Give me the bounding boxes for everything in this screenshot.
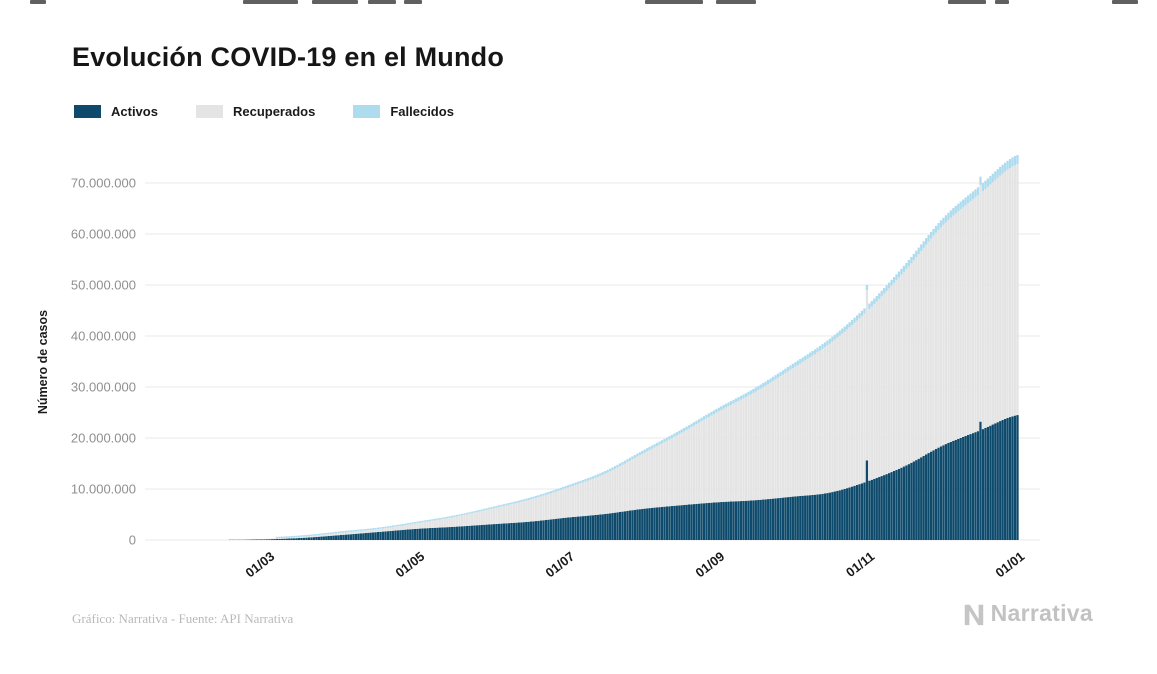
legend-label: Activos (111, 104, 158, 119)
top-crop-artifact (645, 0, 703, 4)
page-title: Evolución COVID-19 en el Mundo (72, 42, 505, 72)
svg-text:70.000.000: 70.000.000 (71, 176, 136, 191)
svg-text:01/09: 01/09 (692, 549, 727, 581)
source-caption: Gráfico: Narrativa - Fuente: API Narrati… (72, 611, 294, 626)
top-crop-artifact (1112, 0, 1138, 4)
svg-text:50.000.000: 50.000.000 (71, 278, 136, 293)
recuperados-swatch-icon (195, 105, 223, 118)
svg-text:01/01: 01/01 (992, 549, 1027, 581)
svg-text:30.000.000: 30.000.000 (71, 380, 136, 395)
top-crop-artifact (312, 0, 358, 4)
top-crop-artifact (404, 0, 422, 4)
narrativa-brand-text: Narrativa (990, 600, 1093, 626)
svg-text:Número de casos: Número de casos (36, 310, 50, 414)
legend-item-recuperados: Recuperados (195, 104, 316, 119)
top-crop-artifact (368, 0, 396, 4)
svg-text:01/07: 01/07 (542, 549, 577, 581)
activos-swatch-icon (74, 105, 101, 118)
legend-label: Fallecidos (390, 104, 454, 119)
svg-text:01/03: 01/03 (242, 549, 277, 581)
svg-text:01/11: 01/11 (843, 549, 877, 580)
top-crop-artifact (30, 0, 46, 4)
narrativa-n-icon (964, 604, 983, 625)
legend-label: Recuperados (232, 104, 316, 119)
svg-text:0: 0 (129, 533, 136, 548)
top-crop-artifact (243, 0, 298, 4)
chart-legend: Activos Recuperados Fallecidos (74, 104, 454, 119)
top-crop-artifact (948, 0, 986, 4)
svg-text:60.000.000: 60.000.000 (71, 227, 136, 242)
fallecidos-swatch-icon (353, 105, 381, 118)
top-crop-artifact (716, 0, 756, 4)
svg-text:20.000.000: 20.000.000 (71, 431, 136, 446)
svg-text:10.000.000: 10.000.000 (71, 482, 136, 497)
svg-text:40.000.000: 40.000.000 (71, 329, 136, 344)
top-crop-artifact (995, 0, 1009, 4)
svg-text:01/05: 01/05 (392, 549, 427, 581)
narrativa-logo: Narrativa (962, 600, 1093, 627)
legend-item-activos: Activos (74, 104, 158, 119)
legend-item-fallecidos: Fallecidos (353, 104, 454, 119)
